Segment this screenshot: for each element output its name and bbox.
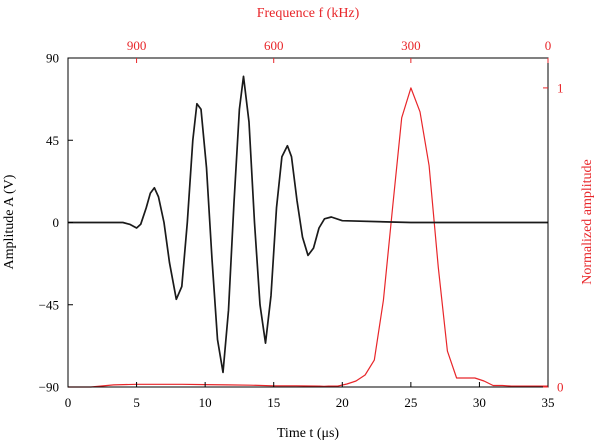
y-axis-title: Amplitude A (V): [2, 174, 17, 269]
right-tick-label: 1: [557, 80, 564, 95]
top-axis: 900 600 300 0: [127, 38, 551, 63]
top-axis-title: Frequence f (kHz): [257, 6, 360, 21]
x-tick-label: 25: [404, 395, 417, 410]
y-tick-label: 0: [53, 215, 60, 230]
top-tick-label: 0: [545, 38, 552, 53]
waveform-layer: [68, 75, 548, 374]
x-tick-label: 20: [336, 395, 349, 410]
right-axis-title: Normalized amplitude: [580, 159, 595, 285]
waveform-series-line: [68, 75, 548, 374]
top-tick-label: 300: [401, 38, 421, 53]
x-tick-label: 15: [267, 395, 280, 410]
top-tick-label: 600: [264, 38, 284, 53]
bottom-axis: 0 5 10 15 20 25 30 35: [65, 382, 555, 410]
y-tick-label: 45: [46, 133, 59, 148]
spectrum-layer: [68, 87, 548, 388]
y-tick-label: −90: [39, 380, 59, 395]
spectrum-series-line: [68, 87, 548, 388]
x-tick-label: 10: [199, 395, 212, 410]
y-tick-label: −45: [39, 297, 59, 312]
right-tick-label: 0: [557, 380, 564, 395]
y-tick-label: 90: [46, 51, 59, 66]
right-axis: 01: [543, 80, 564, 395]
left-axis: −90 −45 0 45 90: [39, 51, 73, 395]
x-tick-label: 30: [473, 395, 486, 410]
x-tick-label: 0: [65, 395, 72, 410]
x-axis-title: Time t (μs): [277, 426, 340, 441]
x-tick-label: 5: [133, 395, 140, 410]
x-tick-label: 35: [542, 395, 555, 410]
top-tick-label: 900: [127, 38, 147, 53]
